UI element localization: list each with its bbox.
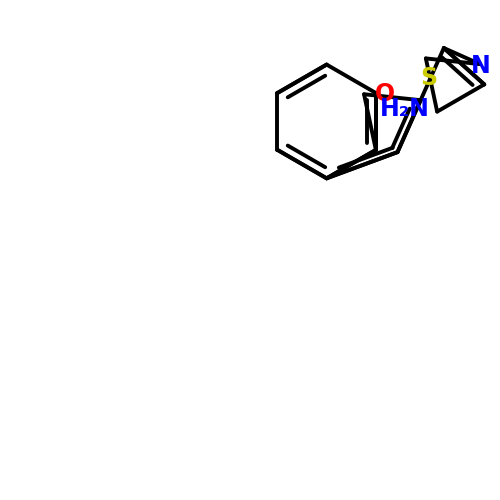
Text: H₂N: H₂N	[380, 97, 430, 121]
Text: N: N	[470, 54, 490, 78]
Text: O: O	[375, 82, 395, 106]
Text: S: S	[420, 66, 437, 90]
